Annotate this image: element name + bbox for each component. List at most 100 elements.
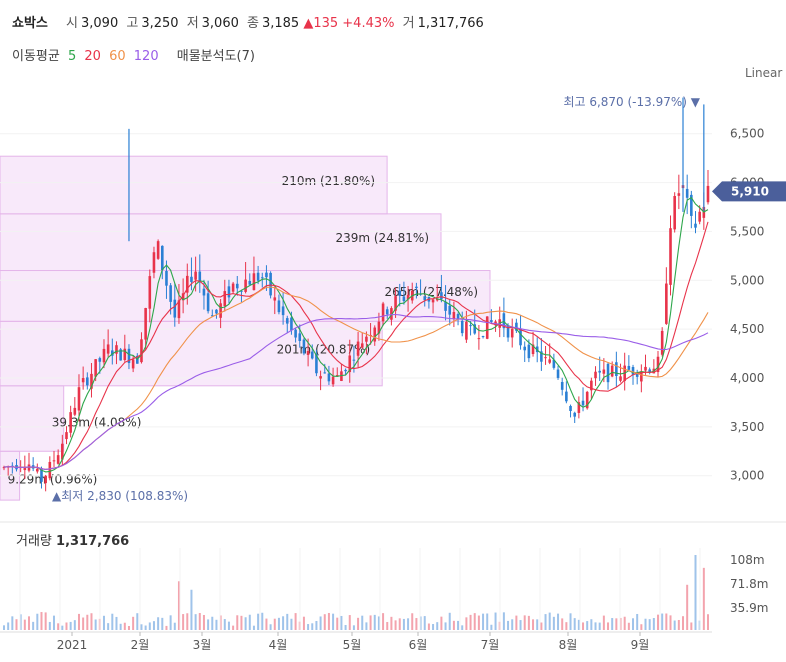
volume-bar [273, 618, 276, 630]
candle-body [398, 290, 402, 296]
volume-bar [682, 616, 685, 630]
candle-body [40, 468, 43, 482]
volume-bar [361, 615, 364, 630]
candle-body [606, 363, 610, 383]
scale-mode-toggle[interactable]: Linear [745, 66, 783, 80]
candle-body [223, 291, 227, 307]
candle-body [548, 359, 552, 363]
volume-bar [82, 617, 85, 630]
volume-bar [44, 612, 47, 630]
volume-bar [244, 617, 247, 630]
candle-body [665, 283, 668, 324]
candle-body [148, 276, 152, 309]
volume-bar [648, 619, 651, 630]
ma-legend[interactable]: 이동평균 5 20 60 120 매물분석도(7) [12, 45, 259, 64]
candle-body [456, 314, 460, 320]
volume-bar [19, 614, 22, 630]
candle-body [23, 467, 27, 471]
volume-bar [482, 613, 485, 630]
ma5-label: 5 [67, 49, 77, 64]
candle-body [177, 300, 181, 319]
candle-body [469, 325, 472, 327]
close-label: 종 [247, 16, 259, 31]
price-header: 쇼박스 시 3,090 고 3,250 저 3,060 종 3,185 ▲135 +4.… [12, 12, 484, 31]
volume-bar [48, 621, 51, 630]
volume-bar [423, 616, 426, 630]
candle-body [694, 223, 697, 228]
candle-body [244, 279, 247, 292]
volume-bar [90, 613, 93, 630]
candle-body [473, 324, 477, 334]
volume-bar [169, 615, 172, 630]
candle-body [352, 359, 356, 361]
volume-bar [107, 623, 110, 630]
volume-bar [340, 615, 343, 630]
candle-body [52, 460, 56, 462]
candle-body [115, 345, 118, 354]
volume-bar [269, 624, 272, 630]
candle-body [527, 344, 531, 359]
volume-bar [627, 622, 630, 630]
volume-bar [127, 625, 130, 630]
candle-body [156, 241, 160, 259]
volume-bar [77, 613, 80, 630]
volume-bar [636, 613, 639, 630]
candle-body [106, 344, 110, 354]
candle-body [202, 288, 206, 296]
volume-bar [582, 622, 585, 630]
volume-bar [365, 622, 368, 630]
y-tick-label: 3,500 [730, 420, 764, 434]
candle-body [402, 296, 406, 302]
candle-body [390, 308, 393, 320]
volume-bar [532, 619, 535, 630]
volume-bar [282, 616, 285, 630]
candle-body [248, 280, 252, 285]
volume-profile-label: 239m (24.81%) [335, 231, 429, 245]
candle-body [94, 359, 97, 377]
volume-bar [152, 621, 155, 630]
low-value: 3,060 [201, 16, 239, 31]
candle-body [690, 194, 693, 216]
candle-body [648, 369, 651, 373]
candle-body [140, 339, 143, 363]
volume-bar [140, 624, 143, 630]
candle-body [111, 350, 114, 356]
volume-bar [561, 618, 564, 630]
volume-bar [302, 616, 305, 630]
volume-bar [236, 615, 239, 630]
volume-bar [632, 618, 635, 630]
candle-body [698, 211, 701, 222]
candle-body [523, 346, 527, 351]
volume-bar [61, 625, 64, 630]
volume-bar [248, 614, 251, 630]
volume-bar [557, 613, 560, 630]
candle-body [235, 283, 239, 289]
volume-bar [115, 616, 118, 630]
candle-body [206, 293, 210, 312]
candle-body [331, 376, 335, 385]
volume-bar [211, 616, 214, 630]
volume-bar [190, 589, 193, 630]
candle-body [327, 373, 331, 382]
volume-bar [27, 616, 30, 630]
low-label: 저 [186, 16, 199, 31]
candle-body [48, 461, 52, 479]
candle-body [69, 412, 72, 433]
volume-bar [123, 622, 126, 630]
y-tick-label: 5,500 [730, 224, 764, 238]
volume-bar [457, 620, 460, 630]
candle-body [415, 286, 418, 289]
volume-profile-bar [0, 320, 383, 387]
candle-body [423, 296, 427, 301]
volume-bar [382, 613, 385, 630]
candle-body [102, 348, 106, 363]
volume-bar [252, 625, 255, 630]
x-tick-label: 6월 [409, 638, 428, 652]
volume-bar [265, 618, 268, 630]
volume-bar [486, 613, 489, 630]
volume-bar [427, 623, 430, 630]
volume-bar [598, 622, 601, 630]
volume-panel-title: 거래량 1,317,766 [16, 530, 129, 549]
